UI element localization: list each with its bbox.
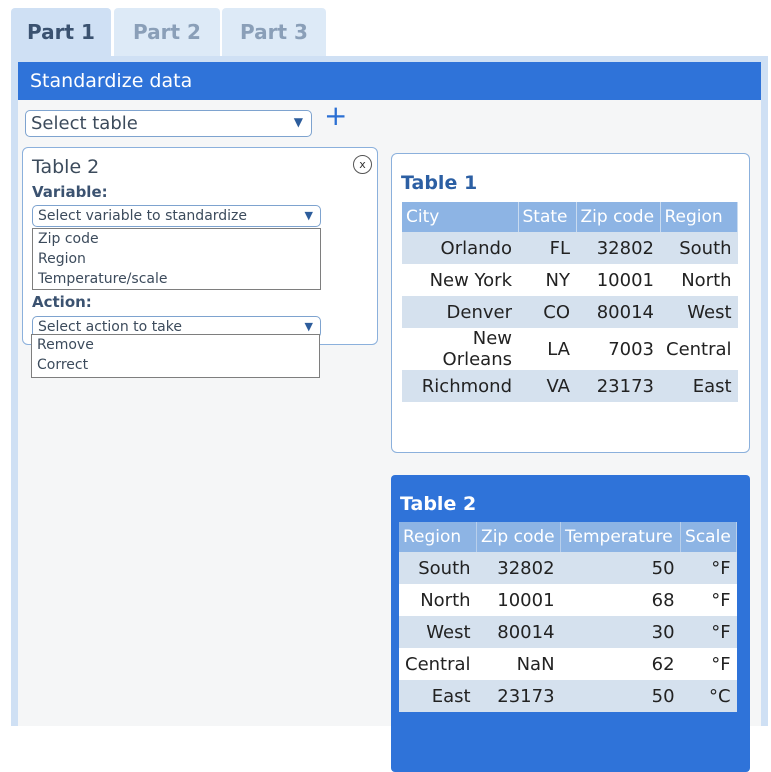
content-area: Select table ▼ + Table 2 x Variable: Sel… [18, 99, 761, 772]
section-title: Standardize data [30, 70, 193, 92]
table1-header-region: Region [660, 202, 739, 232]
table-cell: South [399, 552, 477, 584]
table-cell: °F [680, 552, 737, 584]
table-cell: West [660, 296, 738, 328]
table-cell: Richmond [402, 370, 518, 402]
table-cell: °F [680, 648, 737, 680]
table-cell: 68 [560, 584, 681, 616]
table-row: Orlando FL 32802 South [402, 232, 738, 264]
table-cell: New Orleans [402, 328, 518, 370]
table-cell: East [660, 370, 738, 402]
table-row: West 80014 30 °F [399, 616, 737, 648]
table-cell: LA [518, 328, 576, 370]
table-cell: 7003 [576, 328, 660, 370]
table2-header-temperature: Temperature [560, 522, 682, 552]
table-cell: 50 [560, 552, 681, 584]
tab-part-1[interactable]: Part 1 [11, 8, 111, 56]
action-select-text: Select action to take [38, 319, 182, 335]
table-row: New York NY 10001 North [402, 264, 738, 296]
table1-title: Table 1 [401, 172, 478, 194]
action-label: Action: [32, 293, 92, 311]
tab-part-3[interactable]: Part 3 [222, 8, 326, 56]
table-row: North 10001 68 °F [399, 584, 737, 616]
table-cell: Denver [402, 296, 518, 328]
tab-part-2[interactable]: Part 2 [114, 8, 220, 56]
plus-icon[interactable]: + [324, 99, 348, 132]
table-cell: North [660, 264, 738, 296]
table-cell: 10001 [576, 264, 660, 296]
variable-option-zip-code[interactable]: Zip code [38, 231, 99, 247]
section-header: Standardize data [18, 62, 761, 100]
variable-label: Variable: [32, 183, 108, 201]
table-row: Richmond VA 23173 East [402, 370, 738, 402]
table-cell: Orlando [402, 232, 518, 264]
table2-header-scale: Scale [680, 522, 738, 552]
table-cell: North [399, 584, 477, 616]
table-row: South 32802 50 °F [399, 552, 737, 584]
table2: Region Zip code Temperature Scale South … [399, 522, 738, 712]
variable-select-text: Select variable to standardize [38, 208, 248, 224]
table1-header-state: State [518, 202, 577, 232]
table-cell: °F [680, 616, 737, 648]
table-cell: 80014 [576, 296, 660, 328]
table-cell: 23173 [476, 680, 561, 712]
table-cell: 10001 [476, 584, 561, 616]
select-table-dropdown[interactable]: Select table ▼ [25, 110, 312, 137]
action-option-correct[interactable]: Correct [37, 357, 89, 373]
table-row: East 23173 50 °C [399, 680, 737, 712]
select-table-text: Select table [31, 113, 138, 134]
table1-panel: Table 1 City State Zip code Region Orlan… [391, 153, 750, 453]
table-cell: NaN [476, 648, 561, 680]
chevron-down-icon: ▼ [304, 320, 313, 333]
table2-config-card: Table 2 x Variable: Select variable to s… [22, 147, 378, 345]
variable-option-temperature-scale[interactable]: Temperature/scale [38, 271, 168, 287]
action-options-list: Remove Correct [31, 334, 320, 378]
close-icon[interactable]: x [353, 155, 372, 174]
table2-title: Table 2 [400, 493, 477, 515]
table-row: Denver CO 80014 West [402, 296, 738, 328]
table-cell: 50 [560, 680, 681, 712]
table1: City State Zip code Region Orlando FL 32… [402, 202, 739, 402]
table-cell: East [399, 680, 477, 712]
table-row: Central NaN 62 °F [399, 648, 737, 680]
table-cell: FL [518, 232, 576, 264]
table-cell: West [399, 616, 477, 648]
table-cell: VA [518, 370, 576, 402]
table-cell: 32802 [476, 552, 561, 584]
table-cell: NY [518, 264, 576, 296]
table-cell: 62 [560, 648, 681, 680]
variable-option-region[interactable]: Region [38, 251, 86, 267]
table1-header-zip: Zip code [576, 202, 661, 232]
table-row: New Orleans LA 7003 Central [402, 328, 738, 370]
table-cell: Central [660, 328, 738, 370]
table-cell: 80014 [476, 616, 561, 648]
table2-header-zip: Zip code [476, 522, 562, 552]
variable-select[interactable]: Select variable to standardize ▼ [32, 205, 321, 227]
chevron-down-icon: ▼ [293, 115, 303, 129]
table-cell: °C [680, 680, 737, 712]
table-cell: CO [518, 296, 576, 328]
card-title: Table 2 [32, 156, 100, 178]
variable-options-list: Zip code Region Temperature/scale [32, 228, 321, 290]
table2-header-region: Region [399, 522, 478, 552]
table-cell: 32802 [576, 232, 660, 264]
table-cell: New York [402, 264, 518, 296]
action-select[interactable]: Select action to take ▼ [32, 316, 321, 338]
action-option-remove[interactable]: Remove [37, 337, 94, 353]
table-cell: °F [680, 584, 737, 616]
table-cell: 30 [560, 616, 681, 648]
chevron-down-icon: ▼ [304, 209, 313, 222]
table1-header-city: City [402, 202, 519, 232]
table-cell: Central [399, 648, 477, 680]
main-frame: Standardize data Select table ▼ + Table … [11, 56, 768, 772]
table2-panel: Table 2 Region Zip code Temperature Scal… [391, 475, 750, 772]
table-cell: 23173 [576, 370, 660, 402]
table-cell: South [660, 232, 738, 264]
